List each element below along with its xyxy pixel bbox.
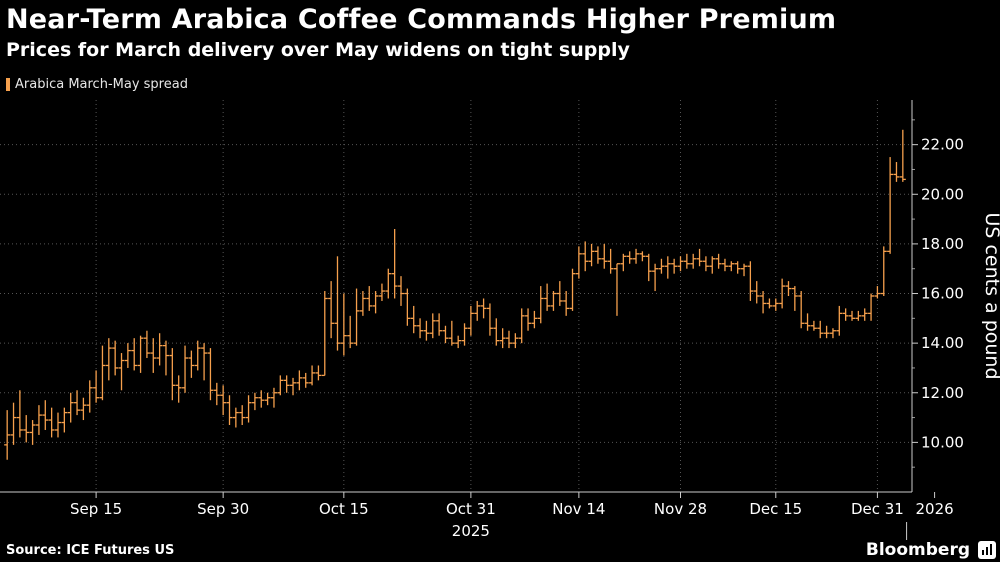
y-tick-label: 20.00 [921, 185, 964, 203]
ohlc-bars [4, 129, 906, 460]
x-tick-label: Dec 15 [749, 500, 802, 518]
x-tick-label: Nov 28 [654, 500, 707, 518]
source-note: Source: ICE Futures US [6, 543, 175, 558]
chart-legend: Arabica March-May spread [6, 77, 188, 92]
x-axis: Sep 15 Sep 30 Oct 15 Oct 31 Nov 14 Nov 28 Dec … [0, 491, 954, 540]
bloomberg-logo: Bloomberg [865, 540, 970, 560]
y-axis: 10.00 12.00 14.00 16.00 18.00 20.00 22.00 [911, 100, 964, 492]
x-tick-label: Dec 31 [851, 500, 904, 518]
y-axis-title: US cents a pound [981, 212, 1000, 379]
legend-swatch [6, 78, 10, 91]
y-tick-label: 14.00 [921, 334, 964, 352]
chart-title: Near-Term Arabica Coffee Commands Higher… [6, 4, 837, 35]
x-tick-label: Oct 15 [319, 500, 369, 518]
y-tick-label: 18.00 [921, 235, 964, 253]
grid-lines [0, 100, 912, 492]
y-tick-label: 12.00 [921, 384, 964, 402]
y-tick-label: 16.00 [921, 285, 964, 303]
legend-entry: Arabica March-May spread [15, 77, 188, 92]
chart-subtitle: Prices for March delivery over May widen… [6, 39, 630, 61]
x-tick-label: Nov 14 [552, 500, 605, 518]
y-tick-label: 22.00 [921, 136, 964, 154]
x-tick-label: Oct 31 [446, 500, 496, 518]
year-label: 2025 [452, 522, 490, 540]
x-tick-label: Sep 30 [197, 500, 249, 518]
x-tick-label: Sep 15 [70, 500, 122, 518]
x-tick-label: 2026 [915, 500, 953, 518]
y-tick-label: 10.00 [921, 433, 964, 451]
bloomberg-terminal-icon [978, 541, 996, 559]
